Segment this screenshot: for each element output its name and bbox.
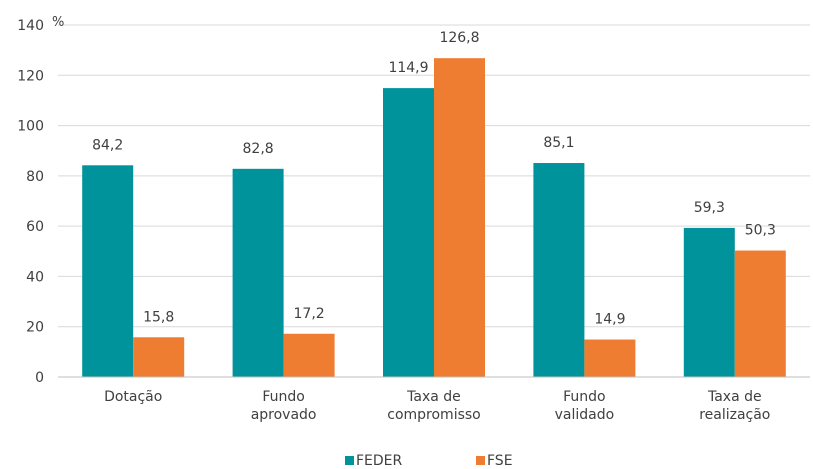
y-tick-label: 0 bbox=[35, 370, 44, 386]
category-label: realização bbox=[699, 407, 770, 423]
bar-feder bbox=[533, 163, 585, 377]
legend: FEDER FSE bbox=[345, 453, 513, 469]
bar-fse bbox=[734, 250, 786, 377]
y-tick-label: 100 bbox=[17, 119, 44, 135]
y-tick-label: 80 bbox=[26, 169, 44, 185]
bar-feder bbox=[683, 227, 735, 377]
category-label: Fundo bbox=[563, 389, 606, 405]
data-label: 15,8 bbox=[143, 309, 174, 325]
bar-fse bbox=[133, 337, 185, 377]
y-axis-unit-label: % bbox=[52, 15, 64, 30]
category-label: Taxa de bbox=[406, 389, 461, 405]
category-labels: Dotação Fundo aprovado Taxa de compromisso Fu… bbox=[104, 389, 770, 423]
category-label: validado bbox=[555, 407, 615, 423]
bar-feder bbox=[232, 168, 284, 377]
bars bbox=[82, 58, 786, 378]
data-label: 85,1 bbox=[543, 135, 574, 151]
category-label: Fundo bbox=[262, 389, 305, 405]
y-tick-label: 120 bbox=[17, 68, 44, 84]
bar-fse bbox=[584, 339, 636, 377]
bar-feder bbox=[383, 88, 434, 377]
legend-swatch-feder bbox=[345, 456, 354, 465]
category-label: compromisso bbox=[387, 407, 480, 423]
category-label: Dotação bbox=[104, 389, 162, 405]
data-label: 17,2 bbox=[294, 306, 325, 322]
legend-label: FEDER bbox=[356, 453, 403, 469]
y-tick-label: 140 bbox=[17, 18, 44, 34]
data-label: 126,8 bbox=[439, 30, 479, 46]
data-label: 114,9 bbox=[388, 60, 428, 76]
y-tick-label: 40 bbox=[26, 269, 44, 285]
category-label: Taxa de bbox=[707, 389, 762, 405]
legend-swatch-fse bbox=[476, 456, 485, 465]
bar-fse bbox=[434, 58, 485, 378]
data-label: 82,8 bbox=[243, 141, 274, 157]
y-tick-label: 60 bbox=[26, 219, 44, 235]
data-label: 14,9 bbox=[594, 312, 625, 328]
bar-feder bbox=[82, 165, 134, 377]
data-labels: 84,2 15,8 82,8 17,2 114,9 126,8 85,1 14,9 59,3 50… bbox=[92, 30, 776, 327]
data-label: 50,3 bbox=[745, 223, 776, 239]
y-tick-label: 20 bbox=[26, 320, 44, 336]
category-label: aprovado bbox=[251, 407, 317, 423]
data-label: 59,3 bbox=[694, 200, 725, 216]
data-label: 84,2 bbox=[92, 137, 123, 153]
bar-fse bbox=[283, 333, 335, 377]
y-axis-ticks: 0 20 40 60 80 100 120 140 bbox=[17, 18, 44, 386]
legend-label: FSE bbox=[487, 453, 513, 469]
